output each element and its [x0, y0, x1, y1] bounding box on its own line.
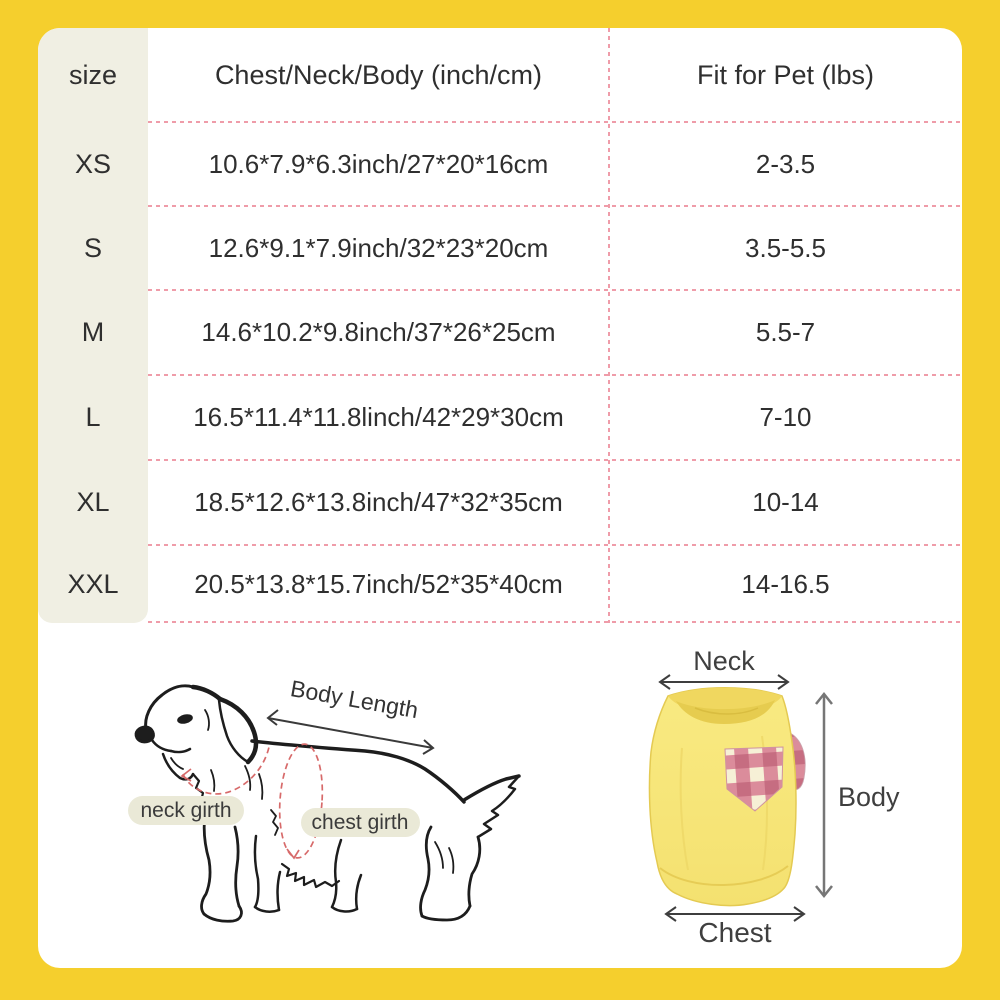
header-measurements: Chest/Neck/Body (inch/cm) [214, 59, 543, 90]
row-divider [148, 205, 962, 207]
fit-cell: 5.5-7 [755, 317, 816, 347]
fit-cell: 14-16.5 [741, 568, 830, 599]
size-cell: XXL [67, 568, 119, 599]
neck-girth-arrowhead [180, 768, 192, 782]
table-row-s: S 12.6*9.1*7.9inch/32*23*20cm 3.5-5.5 [38, 206, 962, 290]
size-cell: S [83, 232, 102, 263]
neck-girth-label: neck girth [140, 799, 231, 822]
vest-hem [659, 865, 789, 887]
table-row-m: M 14.6*10.2*9.8inch/37*26*25cm 5.5-7 [38, 290, 962, 375]
header-fit: Fit for Pet (lbs) [696, 59, 875, 90]
chest-girth-line [278, 743, 324, 859]
table-row-xl: XL 18.5*12.6*13.8inch/47*32*35cm 10-14 [38, 460, 962, 545]
measurement-cell: 12.6*9.1*7.9inch/32*23*20cm [208, 232, 549, 263]
collar-fold [694, 707, 759, 715]
row-divider [148, 374, 962, 376]
body-dimension-arrow [815, 691, 833, 899]
content-panel: size Chest/Neck/Body (inch/cm) Fit for P… [38, 28, 962, 968]
vest-body [648, 687, 797, 907]
table-bottom-divider [148, 621, 962, 623]
size-cell: M [81, 317, 105, 347]
neck-girth-pill [128, 796, 244, 825]
body-length-arrow [266, 709, 435, 755]
vest-measurement-diagram: Neck Body Chest [648, 646, 900, 948]
size-cell: L [85, 402, 101, 432]
chest-girth-pill [301, 808, 420, 837]
fit-cell: 10-14 [752, 487, 819, 517]
chest-girth-label: chest girth [312, 811, 409, 834]
body-label: Body [838, 782, 900, 812]
row-divider [148, 289, 962, 291]
table-row-xxl: XXL 20.5*13.8*15.7inch/52*35*40cm 14-16.… [38, 545, 962, 623]
measurement-cell: 10.6*7.9*6.3inch/27*20*16cm [208, 148, 549, 179]
measurement-cell: 14.6*10.2*9.8inch/37*26*25cm [201, 317, 556, 347]
row-divider [148, 459, 962, 461]
girth-guides [180, 743, 324, 860]
vest-collar-opening [676, 700, 775, 724]
row-divider [148, 121, 962, 123]
vest-fold [679, 747, 689, 871]
neck-dimension-arrow [658, 674, 790, 690]
chest-label: Chest [698, 917, 771, 948]
table-row-xs: XS 10.6*7.9*6.3inch/27*20*16cm 2-3.5 [38, 122, 962, 206]
dog-measurement-sketch: Body Length neck girth chest girth [128, 675, 521, 923]
size-column-background [38, 28, 148, 623]
fit-cell: 3.5-5.5 [745, 232, 826, 263]
vest-collar [668, 687, 782, 712]
fit-cell: 7-10 [759, 402, 812, 432]
table-row-l: L 16.5*11.4*11.8linch/42*29*30cm 7-10 [38, 375, 962, 460]
size-cell: XL [76, 487, 110, 517]
chest-girth-arrowhead [286, 848, 300, 860]
chest-dimension-arrow [664, 906, 806, 922]
plaid-pocket [724, 746, 784, 812]
table-header-row: size Chest/Neck/Body (inch/cm) Fit for P… [38, 28, 962, 122]
body-length-label: Body Length [289, 675, 421, 723]
size-cell: XS [74, 148, 112, 179]
measurement-cell: 16.5*11.4*11.8linch/42*29*30cm [193, 402, 564, 432]
fit-cell: 2-3.5 [755, 148, 816, 179]
neck-label: Neck [693, 646, 755, 676]
size-chart-table: size Chest/Neck/Body (inch/cm) Fit for P… [38, 28, 962, 623]
neck-girth-line [182, 746, 270, 795]
row-divider [148, 544, 962, 546]
column-divider [608, 28, 610, 623]
measurement-cell: 18.5*12.6*13.8inch/47*32*35cm [194, 487, 563, 517]
header-size: size [68, 59, 117, 90]
measurement-cell: 20.5*13.8*15.7inch/52*35*40cm [194, 568, 563, 599]
